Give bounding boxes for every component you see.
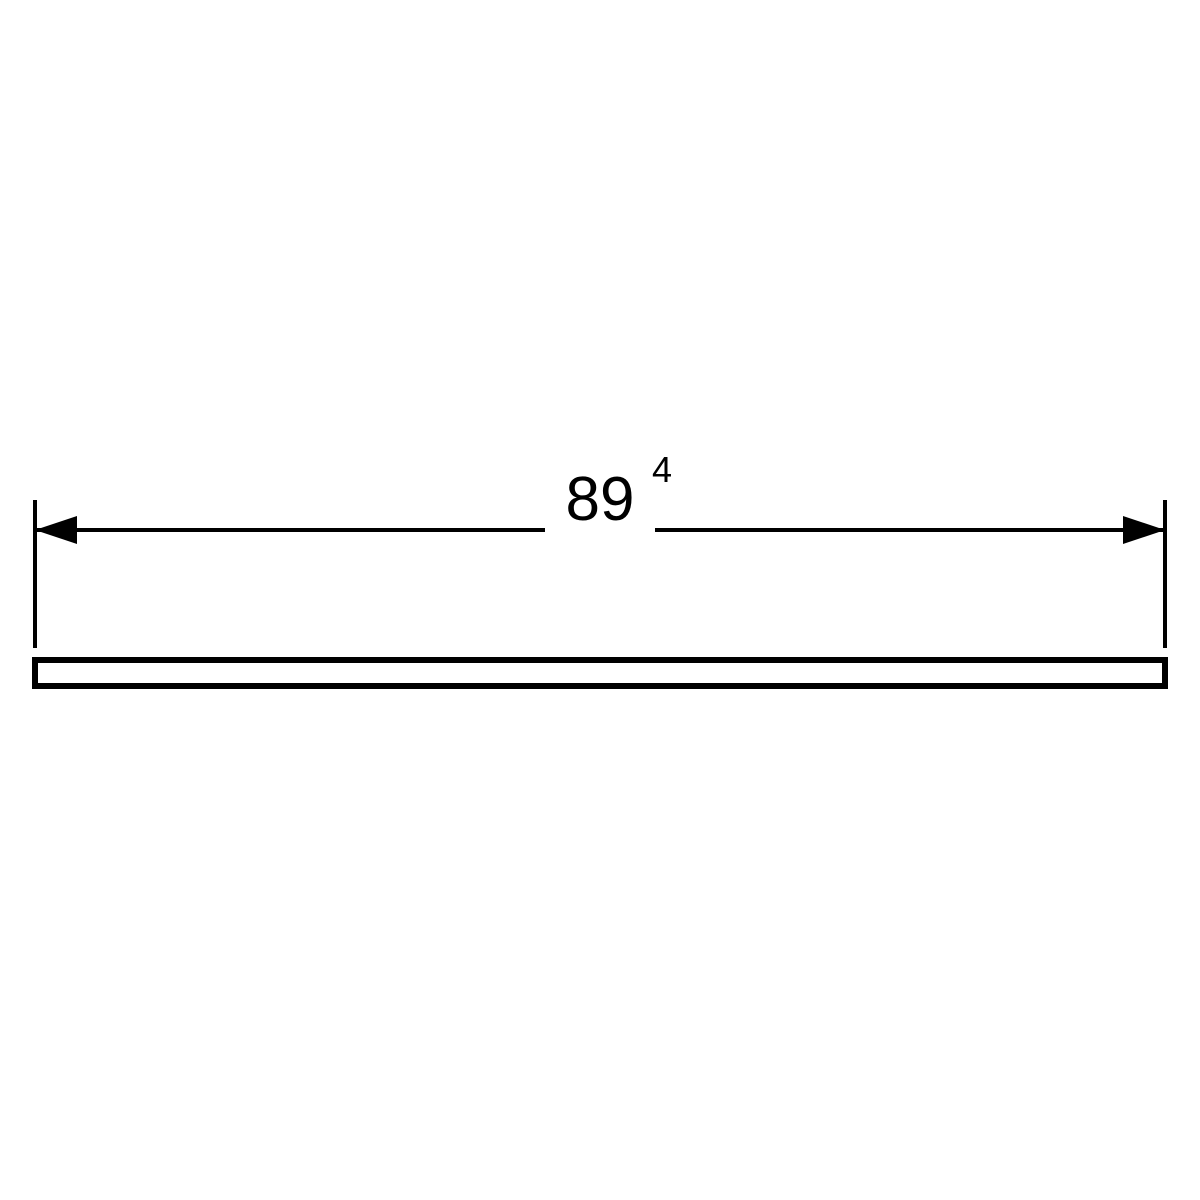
dimension-superscript: 4 [652, 449, 672, 490]
dimension-value: 89 [566, 465, 635, 534]
arrowhead-left-icon [35, 516, 77, 544]
part-bar [35, 660, 1165, 686]
technical-drawing: 89 4 [0, 0, 1200, 1200]
arrowhead-right-icon [1123, 516, 1165, 544]
